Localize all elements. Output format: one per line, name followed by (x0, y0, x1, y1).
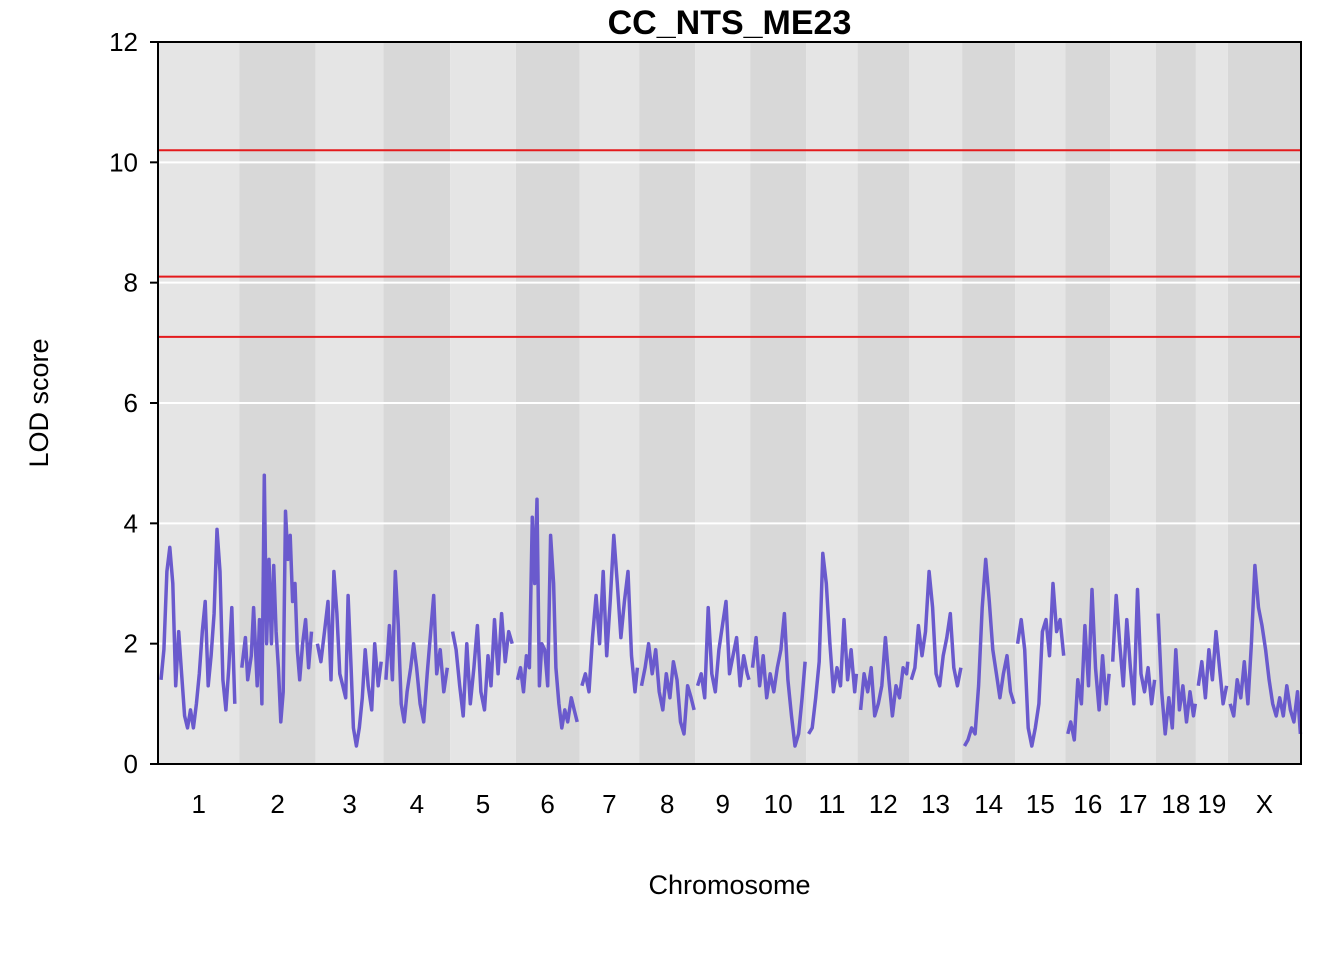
x-tick-label-1: 1 (192, 789, 206, 819)
x-tick-label-13: 13 (921, 789, 950, 819)
x-tick-label-19: 19 (1197, 789, 1226, 819)
x-axis: 1 2 3 4 5 6 7 8 9 10 11 12 13 14 15 16 17 18 19 X (192, 789, 1274, 819)
x-tick-label-14: 14 (974, 789, 1003, 819)
lod-line-chr-11 (807, 551, 859, 735)
x-tick-label-7: 7 (602, 789, 616, 819)
lod-line-chr-10 (750, 611, 807, 748)
lod-line-chr-18 (1156, 613, 1198, 736)
x-tick-label-2: 2 (270, 789, 284, 819)
x-tick-label-X: X (1256, 789, 1273, 819)
x-tick-label-11: 11 (818, 789, 845, 819)
lod-line-chr-17 (1110, 587, 1157, 706)
lod-line-chr-9 (695, 599, 751, 700)
x-tick-label-4: 4 (410, 789, 424, 819)
lod-line-chr-2 (240, 473, 314, 724)
threshold-lines (158, 149, 1301, 338)
x-tick-label-8: 8 (660, 789, 674, 819)
y-axis-label: LOD score (24, 338, 54, 467)
x-tick-label-3: 3 (342, 789, 356, 819)
y-tick-label-12: 12 (109, 27, 138, 57)
lod-line-chr-19 (1196, 629, 1229, 706)
y-axis: 0 2 4 6 8 10 12 (109, 27, 158, 779)
lod-line-chr-15 (1015, 581, 1066, 748)
x-tick-label-6: 6 (540, 789, 554, 819)
lod-curve (159, 473, 1303, 748)
lod-line-chr-14 (962, 557, 1016, 747)
chart-title: CC_NTS_ME23 (608, 4, 852, 42)
x-tick-label-9: 9 (715, 789, 729, 819)
lod-line-chr-4 (384, 569, 450, 724)
x-tick-label-18: 18 (1161, 789, 1190, 819)
y-tick-label-6: 6 (124, 388, 138, 418)
x-axis-label: Chromosome (648, 870, 810, 900)
x-tick-label-10: 10 (764, 789, 793, 819)
lod-line-chr-12 (858, 635, 910, 718)
x-tick-label-15: 15 (1026, 789, 1055, 819)
y-tick-label-2: 2 (124, 629, 138, 659)
lod-line-chr-13 (909, 569, 963, 688)
lod-line-chr-3 (315, 569, 383, 748)
lod-line-chr-X (1228, 563, 1303, 735)
y-tick-label-0: 0 (124, 749, 138, 779)
lod-line-chr-8 (639, 641, 696, 736)
y-tick-label-4: 4 (124, 508, 138, 538)
x-tick-label-16: 16 (1073, 789, 1102, 819)
lod-line-chr-5 (450, 611, 514, 718)
x-tick-label-12: 12 (869, 789, 898, 819)
y-tick-label-10: 10 (109, 147, 138, 177)
lod-line-chr-6 (515, 497, 579, 730)
lod-line-chr-7 (580, 533, 640, 694)
x-tick-label-5: 5 (476, 789, 490, 819)
x-tick-label-17: 17 (1119, 789, 1148, 819)
lod-line-chr-1 (159, 527, 237, 730)
y-tick-label-8: 8 (124, 268, 138, 298)
lod-line-chr-16 (1066, 587, 1111, 742)
